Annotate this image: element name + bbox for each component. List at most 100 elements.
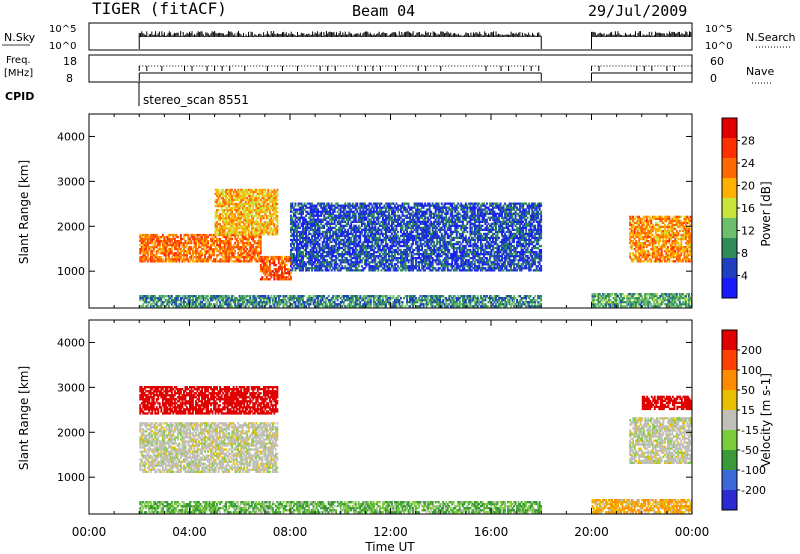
heatmap-cell-power-cells-0 [226, 235, 229, 239]
heatmap-cell-power-cells-1 [225, 215, 228, 218]
heatmap-cell-power-cells-1 [243, 192, 246, 196]
heatmap-cell-power-cells-1 [267, 202, 270, 206]
heatmap-cell-power-cells-0 [249, 256, 252, 259]
heatmap-cell-power-cells-1 [220, 207, 223, 210]
heatmap-cell-power-cells-4 [633, 301, 636, 304]
heatmap-cell-power-cells-6 [311, 255, 313, 258]
heatmap-cell-power-cells-3 [537, 305, 540, 308]
heatmap-cell-power-cells-4 [605, 301, 607, 304]
heatmap-cell-power-cells-4 [653, 301, 656, 304]
heatmap-cell-power-cells-4 [663, 299, 666, 302]
heatmap-cell-power-cells-5 [688, 260, 690, 263]
heatmap-cell-power-cells-4 [617, 295, 619, 298]
heatmap-cell-power-cells-1 [246, 209, 249, 212]
heatmap-cell-power-cells-0 [145, 246, 148, 249]
heatmap-cell-power-cells-3 [481, 305, 484, 308]
heatmap-cell-power-cells-6 [308, 232, 310, 236]
heatmap-cell-power-cells-5 [678, 225, 681, 229]
heatmap-cell-power-cells-3 [189, 297, 191, 300]
heatmap-cell-power-cells-4 [644, 305, 647, 308]
heatmap-cell-power-cells-1 [256, 225, 259, 228]
heatmap-cell-power-cells-6 [296, 257, 298, 260]
heatmap-cell-power-cells-1 [262, 233, 265, 236]
heatmap-cell-power-cells-6 [305, 248, 307, 252]
heatmap-cell-power-cells-6 [299, 210, 301, 213]
heatmap-cell-power-cells-1 [274, 229, 277, 232]
heatmap-cell-power-cells-0 [148, 237, 151, 241]
heatmap-cell-power-cells-4 [683, 297, 686, 300]
heatmap-cell-power-cells-4 [609, 305, 612, 308]
heatmap-cell-power-cells-2 [271, 257, 274, 261]
heatmap-cell-power-cells-0 [167, 233, 170, 237]
heatmap-cell-power-cells-1 [270, 227, 273, 230]
heatmap-cell-power-cells-1 [217, 233, 220, 236]
heatmap-cell-power-cells-1 [244, 207, 247, 210]
heatmap-cell-power-cells-3 [357, 305, 360, 308]
heatmap-cell-power-cells-3 [247, 305, 250, 308]
heatmap-cell-power-cells-1 [241, 213, 244, 216]
heatmap-cell-power-cells-0 [158, 252, 161, 255]
heatmap-cell-power-cells-0 [172, 233, 175, 237]
heatmap-cell-power-cells-1 [220, 217, 223, 220]
heatmap-cell-power-cells-5 [650, 254, 653, 257]
heatmap-cell-power-cells-0 [247, 250, 250, 253]
heatmap-cell-power-cells-3 [175, 303, 178, 306]
heatmap-cell-power-cells-1 [217, 192, 220, 196]
heatmap-cell-power-cells-1 [273, 211, 276, 214]
heatmap-cell-power-cells-0 [204, 235, 206, 239]
heatmap-cell-power-cells-6 [300, 242, 303, 246]
heatmap-cell-power-cells-1 [268, 225, 271, 228]
heatmap-cell-power-cells-1 [261, 225, 264, 228]
heatmap-cell-power-cells-0 [149, 252, 152, 255]
heatmap-cell-power-cells-0 [146, 258, 149, 261]
heatmap-cell-power-cells-6 [315, 206, 318, 209]
heatmap-cell-power-cells-0 [213, 258, 215, 261]
heatmap-cell-power-cells-0 [220, 252, 223, 255]
heatmap-cell-power-cells-0 [186, 254, 188, 257]
heatmap-cell-power-cells-4 [686, 299, 689, 302]
heatmap-cell-power-cells-3 [344, 305, 347, 308]
heatmap-cell-power-cells-3 [440, 303, 443, 306]
heatmap-cell-power-cells-4 [674, 301, 677, 304]
heatmap-cell-power-cells-4 [647, 299, 650, 302]
heatmap-cell-power-cells-3 [484, 299, 487, 302]
heatmap-cell-power-cells-2 [284, 276, 286, 279]
heatmap-cell-power-cells-3 [378, 301, 381, 304]
heatmap-cell-power-cells-4 [683, 303, 686, 306]
heatmap-cell-power-cells-3 [448, 299, 451, 302]
heatmap-cell-power-cells-1 [216, 229, 218, 232]
heatmap-cell-power-cells-3 [382, 301, 384, 304]
heatmap-cell-power-cells-6 [311, 236, 313, 240]
heatmap-cell-power-cells-3 [273, 303, 276, 306]
heatmap-cell-power-cells-1 [253, 200, 256, 204]
heatmap-cell-power-cells-3 [409, 297, 411, 300]
heatmap-cell-power-cells-2 [270, 255, 273, 259]
heatmap-cell-power-cells-1 [234, 202, 237, 206]
heatmap-cell-power-cells-5 [642, 229, 645, 233]
heatmap-cell-power-cells-0 [213, 248, 215, 251]
heatmap-cell-power-cells-1 [249, 192, 252, 196]
heatmap-cell-power-cells-3 [502, 303, 505, 306]
heatmap-cell-power-cells-0 [196, 250, 199, 253]
heatmap-cell-power-cells-1 [219, 225, 221, 228]
heatmap-cell-power-cells-3 [425, 301, 428, 304]
heatmap-cell-power-cells-5 [683, 252, 686, 255]
heatmap-cell-power-cells-5 [677, 223, 680, 227]
heatmap-cell-power-cells-1 [232, 204, 235, 208]
heatmap-cell-power-cells-1 [240, 225, 243, 228]
heatmap-cell-power-cells-4 [632, 297, 635, 300]
heatmap-cell-power-cells-0 [195, 258, 197, 261]
heatmap-cell-power-cells-1 [270, 217, 273, 220]
heatmap-cell-power-cells-5 [677, 219, 680, 223]
heatmap-cell-power-cells-3 [377, 305, 380, 308]
heatmap-cell-power-cells-0 [149, 240, 152, 243]
heatmap-cell-power-cells-5 [632, 215, 635, 218]
heatmap-cell-power-cells-0 [198, 254, 200, 257]
heatmap-cell-power-cells-4 [669, 293, 672, 296]
heatmap-cell-power-cells-6 [312, 267, 315, 270]
heatmap-cell-power-cells-1 [222, 196, 225, 200]
heatmap-cell-power-cells-0 [186, 242, 188, 245]
heatmap-cell-power-cells-6 [300, 257, 303, 260]
heatmap-cell-power-cells-5 [639, 229, 642, 233]
heatmap-cell-power-cells-3 [463, 299, 466, 302]
